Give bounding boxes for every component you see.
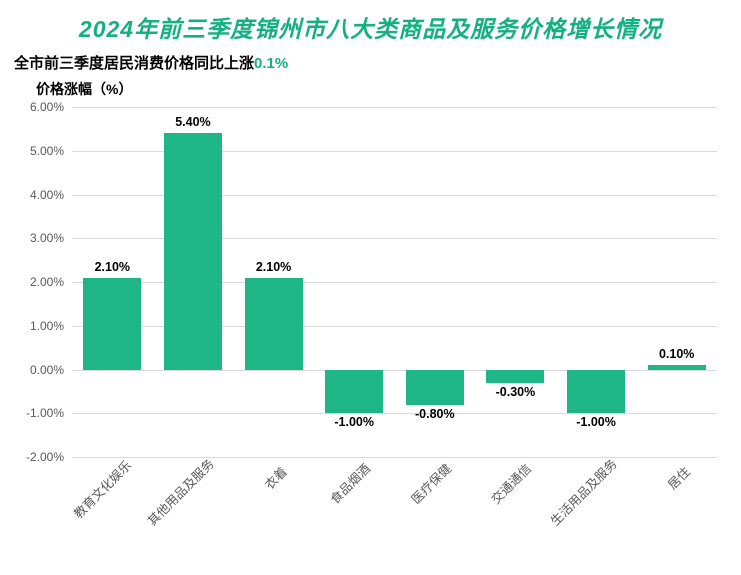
x-label-slot: 衣着 bbox=[233, 457, 314, 567]
x-tick-label: 生活用品及服务 bbox=[545, 454, 620, 529]
y-tick-label: 0.00% bbox=[30, 363, 72, 377]
bar-slot: 0.10% bbox=[636, 107, 717, 457]
x-tick-label: 食品烟酒 bbox=[325, 459, 374, 508]
y-tick-label: -2.00% bbox=[26, 450, 72, 464]
x-tick-label: 医疗保健 bbox=[406, 459, 455, 508]
bar bbox=[83, 278, 141, 370]
x-label-slot: 其他用品及服务 bbox=[153, 457, 234, 567]
bar-slot: -0.30% bbox=[475, 107, 556, 457]
subtitle-text: 全市前三季度居民消费价格同比上涨 bbox=[14, 52, 254, 73]
y-tick-label: 3.00% bbox=[30, 231, 72, 245]
x-label-slot: 教育文化娱乐 bbox=[72, 457, 153, 567]
bar-slot: 2.10% bbox=[233, 107, 314, 457]
y-tick-label: 4.00% bbox=[30, 188, 72, 202]
bar bbox=[648, 365, 706, 369]
x-tick-label: 居住 bbox=[662, 462, 693, 493]
bar bbox=[406, 370, 464, 405]
bar bbox=[245, 278, 303, 370]
bar-value-label: 0.10% bbox=[659, 347, 694, 361]
y-tick-label: 5.00% bbox=[30, 144, 72, 158]
bars-container: 2.10% 5.40% 2.10% -1.00% -0.80% -0.30% -1.00% 0… bbox=[72, 107, 717, 457]
bar bbox=[567, 370, 625, 414]
y-tick-label: -1.00% bbox=[26, 406, 72, 420]
x-label-slot: 食品烟酒 bbox=[314, 457, 395, 567]
y-tick-label: 1.00% bbox=[30, 319, 72, 333]
x-tick-label: 交通通信 bbox=[486, 459, 535, 508]
bar-value-label: -1.00% bbox=[334, 415, 374, 429]
bar-slot: -1.00% bbox=[556, 107, 637, 457]
x-label-slot: 医疗保健 bbox=[395, 457, 476, 567]
y-tick-label: 2.00% bbox=[30, 275, 72, 289]
bar bbox=[486, 370, 544, 383]
x-label-slot: 居住 bbox=[636, 457, 717, 567]
bar bbox=[325, 370, 383, 414]
x-tick-label: 其他用品及服务 bbox=[142, 454, 217, 529]
y-axis-label: 价格涨幅（%） bbox=[0, 73, 741, 99]
bar-slot: 2.10% bbox=[72, 107, 153, 457]
x-tick-label: 衣着 bbox=[259, 462, 290, 493]
bar-value-label: -0.80% bbox=[415, 407, 455, 421]
bar-value-label: -0.30% bbox=[496, 385, 536, 399]
chart-plot-area: 6.00%5.00%4.00%3.00%2.00%1.00%0.00%-1.00… bbox=[72, 107, 717, 457]
x-tick-label: 教育文化娱乐 bbox=[69, 455, 135, 521]
chart-title: 2024年前三季度锦州市八大类商品及服务价格增长情况 bbox=[0, 0, 741, 44]
bar-slot: -0.80% bbox=[395, 107, 476, 457]
bar-value-label: 5.40% bbox=[175, 115, 210, 129]
x-label-slot: 生活用品及服务 bbox=[556, 457, 637, 567]
bar-slot: -1.00% bbox=[314, 107, 395, 457]
x-axis-labels: 教育文化娱乐其他用品及服务衣着食品烟酒医疗保健交通通信生活用品及服务居住 bbox=[72, 457, 717, 567]
y-tick-label: 6.00% bbox=[30, 100, 72, 114]
bar-slot: 5.40% bbox=[153, 107, 234, 457]
bar bbox=[164, 133, 222, 369]
bar-value-label: 2.10% bbox=[95, 260, 130, 274]
subtitle-percent: 0.1% bbox=[254, 55, 288, 72]
subtitle: 全市前三季度居民消费价格同比上涨 0.1% bbox=[0, 44, 741, 73]
bar-value-label: 2.10% bbox=[256, 260, 291, 274]
x-label-slot: 交通通信 bbox=[475, 457, 556, 567]
bar-value-label: -1.00% bbox=[576, 415, 616, 429]
